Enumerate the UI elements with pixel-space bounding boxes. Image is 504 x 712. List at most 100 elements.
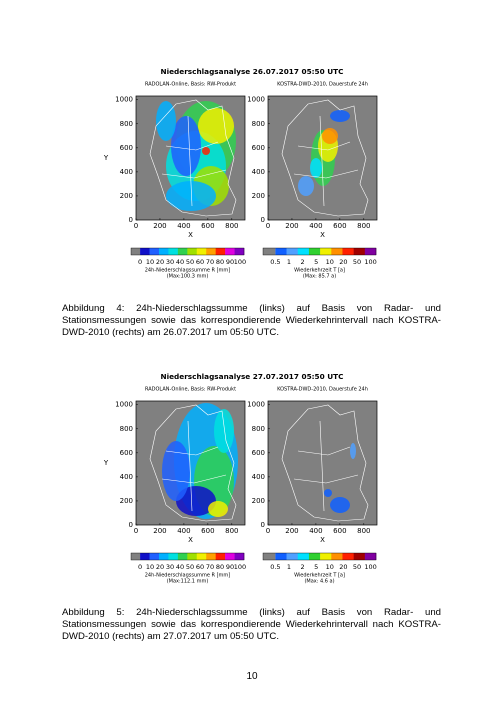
y-tick-label: 0 bbox=[261, 216, 265, 224]
y-tick-label: 200 bbox=[252, 192, 265, 200]
colorbar-frame bbox=[262, 552, 377, 561]
map-outline bbox=[149, 99, 237, 217]
colorbar-segment bbox=[308, 248, 321, 255]
x-tick-label: 400 bbox=[177, 222, 190, 230]
colorbar-tick-label: 1 bbox=[287, 258, 291, 266]
colorbar-segment bbox=[206, 248, 216, 255]
colorbar-segment bbox=[187, 248, 198, 255]
colorbar-note: (Max: 4.6 a) bbox=[304, 579, 334, 585]
colorbar-segment bbox=[297, 553, 310, 560]
colorbar-tick-label: 30 bbox=[166, 563, 174, 571]
colorbar-segment bbox=[286, 553, 299, 560]
colorbar-segment bbox=[187, 553, 198, 560]
y-tick-label: 400 bbox=[252, 168, 265, 176]
colorbar-tick-label: 30 bbox=[166, 258, 174, 266]
panel-subtitle: RADOLAN-Online, Basis: RW-Produkt bbox=[145, 82, 236, 88]
y-tick-label: 400 bbox=[252, 473, 265, 481]
colorbar-tick-label: 70 bbox=[206, 258, 214, 266]
colorbar-segment bbox=[215, 248, 226, 255]
colorbar-tick-label: 20 bbox=[339, 258, 347, 266]
y-tick-label: 0 bbox=[129, 521, 133, 529]
colorbar-segment bbox=[149, 248, 160, 255]
colorbar-segment bbox=[234, 248, 245, 255]
colorbar-tick-label: 90 bbox=[226, 563, 234, 571]
precip-area bbox=[214, 409, 234, 453]
colorbar-tick-label: 10 bbox=[146, 258, 154, 266]
map bbox=[281, 99, 369, 217]
colorbar-label: 24h-Niederschlagssumme R [mm] bbox=[145, 268, 231, 274]
colorbar-tick-label: 20 bbox=[339, 563, 347, 571]
colorbar-tick-label: 80 bbox=[216, 563, 224, 571]
map bbox=[149, 99, 237, 217]
colorbar-segment bbox=[297, 248, 310, 255]
colorbar-tick-label: 20 bbox=[156, 563, 164, 571]
map-outline bbox=[281, 404, 369, 522]
x-tick-label: 800 bbox=[357, 222, 370, 230]
colorbar-segment bbox=[234, 553, 245, 560]
colorbar-tick-label: 40 bbox=[176, 258, 184, 266]
colorbar-segment bbox=[206, 553, 216, 560]
colorbar-tick-label: 10 bbox=[146, 563, 154, 571]
colorbar-tick-label: 50 bbox=[353, 258, 361, 266]
x-tick-label: 600 bbox=[333, 222, 346, 230]
y-tick-label: 600 bbox=[120, 144, 133, 152]
colorbar-segment bbox=[225, 248, 235, 255]
precip-area bbox=[330, 110, 350, 122]
precip-area bbox=[324, 489, 332, 497]
plot-frame bbox=[135, 400, 246, 526]
colorbar-segment bbox=[196, 553, 207, 560]
x-tick-label: 0 bbox=[134, 222, 138, 230]
colorbar-tick-label: 5 bbox=[314, 258, 318, 266]
colorbar-segment bbox=[177, 553, 188, 560]
colorbar-segment bbox=[353, 248, 366, 255]
x-axis-label: X bbox=[320, 536, 325, 544]
precip-area bbox=[310, 158, 322, 178]
precip-area bbox=[171, 116, 201, 176]
figure-title: Niederschlagsanalyse 27.07.2017 05:50 UT… bbox=[160, 372, 343, 381]
y-tick-label: 1000 bbox=[247, 401, 265, 409]
colorbar-segment bbox=[331, 248, 343, 255]
map-outline bbox=[281, 99, 369, 217]
colorbar-note: (Max:100.3 mm) bbox=[167, 274, 209, 280]
x-axis-label: X bbox=[188, 536, 193, 544]
y-tick-label: 1000 bbox=[115, 401, 133, 409]
colorbar-under bbox=[263, 553, 276, 560]
colorbar-segment bbox=[158, 553, 169, 560]
colorbar-tick-label: 2 bbox=[301, 563, 305, 571]
y-tick-label: 1000 bbox=[115, 96, 133, 104]
colorbar-segment bbox=[331, 553, 343, 560]
colorbar-tick-label: 40 bbox=[176, 563, 184, 571]
colorbar-label: Wiederkehrzeit T [a] bbox=[294, 573, 345, 579]
precip-area bbox=[202, 147, 210, 155]
colorbar-segment bbox=[353, 553, 366, 560]
precip-area bbox=[322, 128, 338, 144]
y-axis-label: Y bbox=[103, 154, 109, 162]
colorbar-tick-label: 60 bbox=[196, 563, 204, 571]
y-tick-label: 1000 bbox=[247, 96, 265, 104]
x-tick-label: 400 bbox=[309, 527, 322, 535]
colorbar-tick-label: 0.5 bbox=[270, 563, 280, 571]
colorbar-segment bbox=[168, 248, 179, 255]
colorbar-segment bbox=[364, 248, 377, 255]
map-outline bbox=[149, 404, 237, 522]
y-tick-label: 200 bbox=[120, 497, 133, 505]
y-tick-label: 800 bbox=[252, 425, 265, 433]
colorbar-segment bbox=[225, 553, 235, 560]
precip-area bbox=[162, 441, 190, 501]
colorbar-tick-label: 0 bbox=[138, 563, 142, 571]
x-tick-label: 800 bbox=[225, 222, 238, 230]
caption: Abbildung 4: 24h-Niederschlagssumme (lin… bbox=[62, 303, 441, 338]
panel-subtitle: KOSTRA-DWD-2010, Dauerstufe 24h bbox=[277, 82, 368, 88]
precip-area bbox=[156, 101, 176, 141]
x-tick-label: 0 bbox=[266, 222, 270, 230]
x-tick-label: 200 bbox=[285, 527, 298, 535]
precip-area bbox=[166, 181, 216, 211]
y-tick-label: 0 bbox=[129, 216, 133, 224]
x-tick-label: 400 bbox=[309, 222, 322, 230]
y-tick-label: 800 bbox=[252, 120, 265, 128]
precip-area bbox=[298, 176, 314, 196]
colorbar-segment bbox=[364, 553, 377, 560]
colorbar-segment bbox=[308, 553, 321, 560]
colorbar-segment bbox=[320, 248, 332, 255]
